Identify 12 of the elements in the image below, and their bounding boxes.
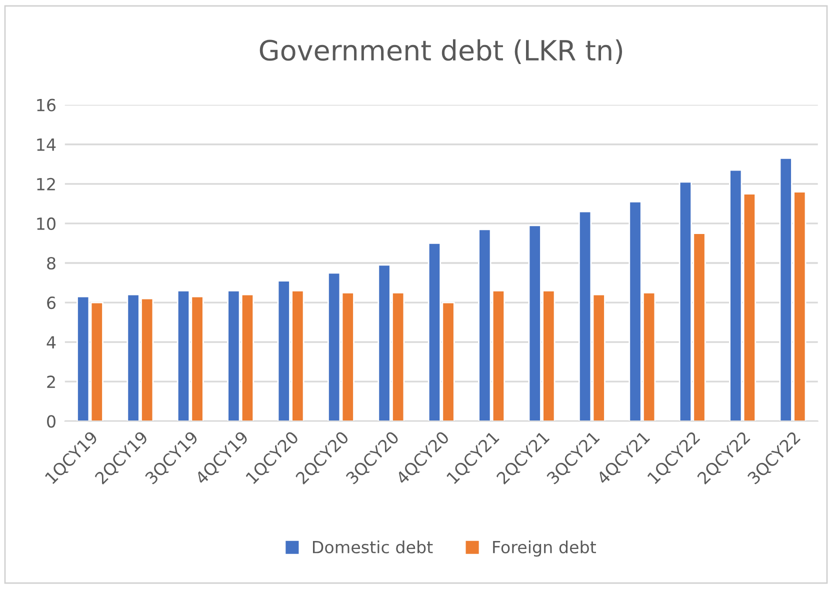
y-tick-label: 0 <box>47 415 56 428</box>
y-tick-label: 6 <box>47 296 56 310</box>
y-tick-label: 4 <box>46 336 56 348</box>
y-tick-label: 8 <box>47 256 56 270</box>
chart-title: Government debt (LKR tn) <box>260 39 622 64</box>
y-tick-label: 14 <box>37 138 56 151</box>
legend-label: Foreign debt <box>493 540 596 557</box>
y-tick-label: 16 <box>37 98 56 112</box>
legend-label: Domestic debt <box>312 540 433 554</box>
y-tick-label: 2 <box>47 376 55 388</box>
y-tick-label: 12 <box>37 178 55 190</box>
y-tick-label: 10 <box>37 217 56 230</box>
